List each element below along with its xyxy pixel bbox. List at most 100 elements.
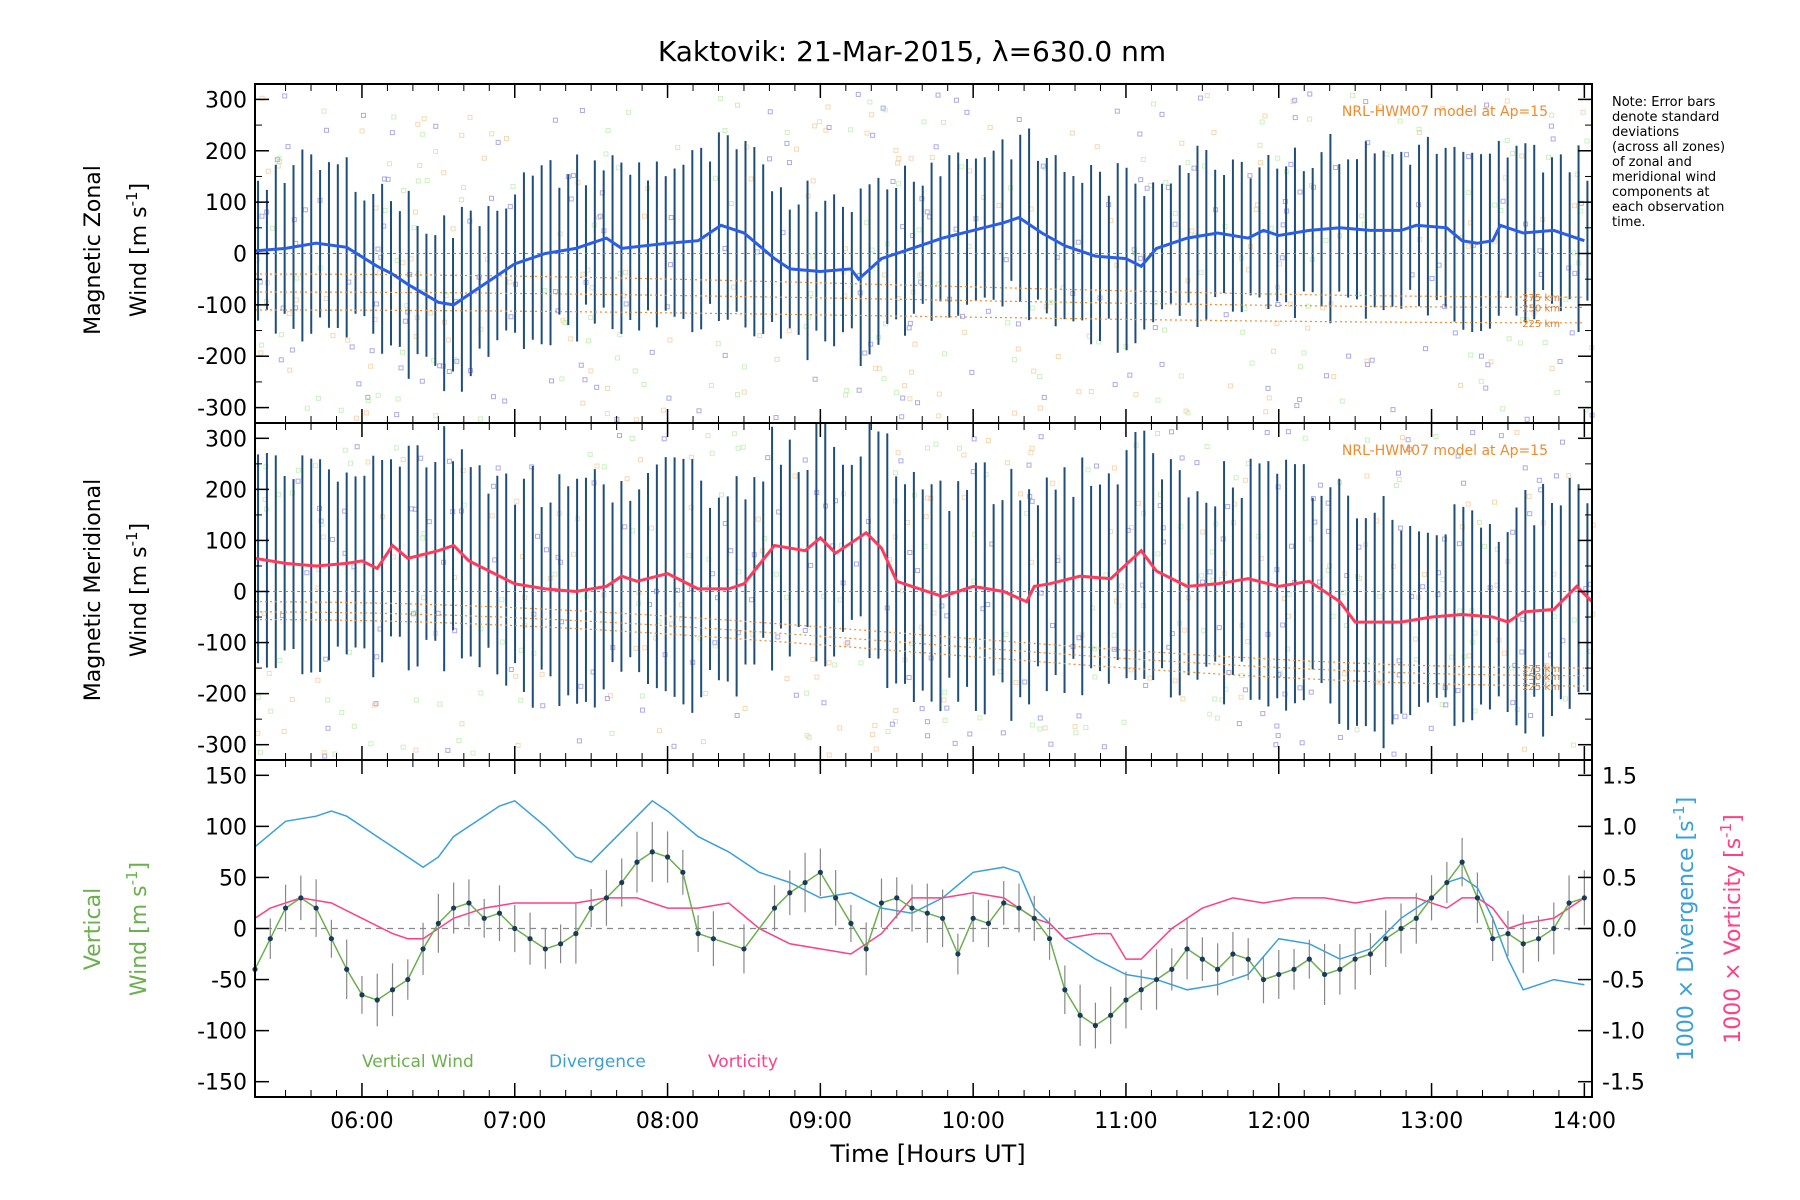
sky-point	[1510, 150, 1516, 156]
sky-point	[1472, 630, 1478, 636]
sky-point	[495, 139, 501, 145]
sky-point	[870, 732, 876, 738]
vertical-wind-point	[558, 941, 564, 947]
sky-point	[603, 151, 609, 157]
sky-point	[1569, 330, 1575, 336]
sky-point	[1580, 109, 1586, 115]
sky-point	[499, 639, 505, 645]
sky-point	[700, 739, 706, 745]
sky-point	[418, 455, 424, 461]
sky-point	[315, 395, 321, 401]
sky-point	[826, 752, 832, 758]
y-tick-label: -300	[197, 397, 247, 422]
sky-point	[1337, 734, 1343, 740]
sky-point	[784, 676, 790, 682]
sky-point	[1242, 477, 1248, 483]
sky-point	[1227, 383, 1233, 389]
sky-point	[784, 140, 790, 146]
sky-point	[774, 356, 780, 362]
vertical-wind-point	[588, 905, 594, 911]
sky-point	[1498, 433, 1504, 439]
sky-point	[452, 628, 458, 634]
vertical-wind-point	[573, 931, 579, 937]
sky-point	[330, 332, 336, 338]
sky-point	[1522, 465, 1528, 471]
sky-point	[282, 93, 288, 99]
sky-point	[1185, 160, 1191, 166]
sky-point	[735, 391, 741, 397]
sky-point	[925, 733, 931, 739]
sky-point	[1210, 549, 1216, 555]
sky-point	[1466, 653, 1472, 659]
sky-point	[1376, 679, 1382, 685]
sky-point	[1428, 725, 1434, 731]
sky-point	[1238, 694, 1244, 700]
sky-point	[1183, 408, 1189, 414]
y-tick-label: -200	[197, 345, 247, 370]
sky-point	[433, 148, 439, 154]
sky-point	[1280, 222, 1286, 228]
sky-point	[312, 463, 318, 469]
sky-point	[872, 722, 878, 728]
vertical-wind-point	[1215, 966, 1221, 972]
sky-point	[1384, 151, 1390, 157]
y2-tick-label: -1.0	[1602, 1020, 1645, 1045]
sky-point	[862, 350, 868, 356]
sky-point	[456, 738, 462, 744]
legend-divergence: Divergence	[549, 1052, 646, 1072]
sky-point	[1402, 713, 1408, 719]
model-curve-250km	[255, 291, 1585, 308]
sky-point	[285, 144, 291, 150]
sky-point	[1165, 184, 1171, 190]
sky-point	[420, 131, 426, 137]
sky-point	[880, 105, 886, 111]
sky-point	[718, 492, 724, 498]
sky-point	[641, 213, 647, 219]
sky-point	[518, 647, 524, 653]
sky-point	[715, 341, 721, 347]
sky-point	[259, 95, 265, 101]
sky-point	[437, 701, 443, 707]
sky-point	[1544, 677, 1550, 683]
sky-point	[941, 697, 947, 703]
sky-point	[1390, 407, 1396, 413]
sky-point	[588, 368, 594, 374]
sky-point	[1247, 173, 1253, 179]
sky-point	[1050, 623, 1056, 629]
sky-point	[400, 744, 406, 750]
sky-point	[421, 531, 427, 537]
sky-point	[325, 725, 331, 731]
sky-point	[607, 693, 613, 699]
model-altitude-label: 275 km	[1522, 664, 1560, 675]
sky-point	[1199, 573, 1205, 579]
vertical-wind-point	[664, 854, 671, 860]
y-tick-label: 0	[233, 918, 247, 943]
x-tick-label: 09:00	[789, 1109, 852, 1134]
sky-point	[1257, 142, 1263, 148]
sky-point	[1029, 498, 1035, 504]
sky-point	[459, 132, 465, 138]
sky-point	[742, 706, 748, 712]
sky-point	[1280, 622, 1286, 628]
sky-point	[907, 396, 913, 402]
sky-point	[289, 347, 295, 353]
vertical-wind-point	[466, 900, 472, 906]
sky-point	[985, 437, 991, 443]
sky-point	[1414, 657, 1420, 663]
sky-point	[1172, 210, 1178, 216]
sky-point	[996, 202, 1002, 208]
vertical-wind-point	[1169, 966, 1175, 972]
vertical-wind-point	[985, 920, 992, 926]
sky-point	[571, 551, 577, 557]
sky-point	[365, 459, 371, 465]
sky-point	[722, 127, 728, 133]
sky-point	[656, 728, 662, 734]
sky-point	[1457, 608, 1463, 614]
sky-point	[1266, 395, 1272, 401]
sky-point	[1456, 541, 1462, 547]
note-line: each observation	[1612, 200, 1724, 215]
sky-point	[914, 400, 920, 406]
sky-point	[446, 337, 452, 343]
sky-point	[495, 465, 501, 471]
